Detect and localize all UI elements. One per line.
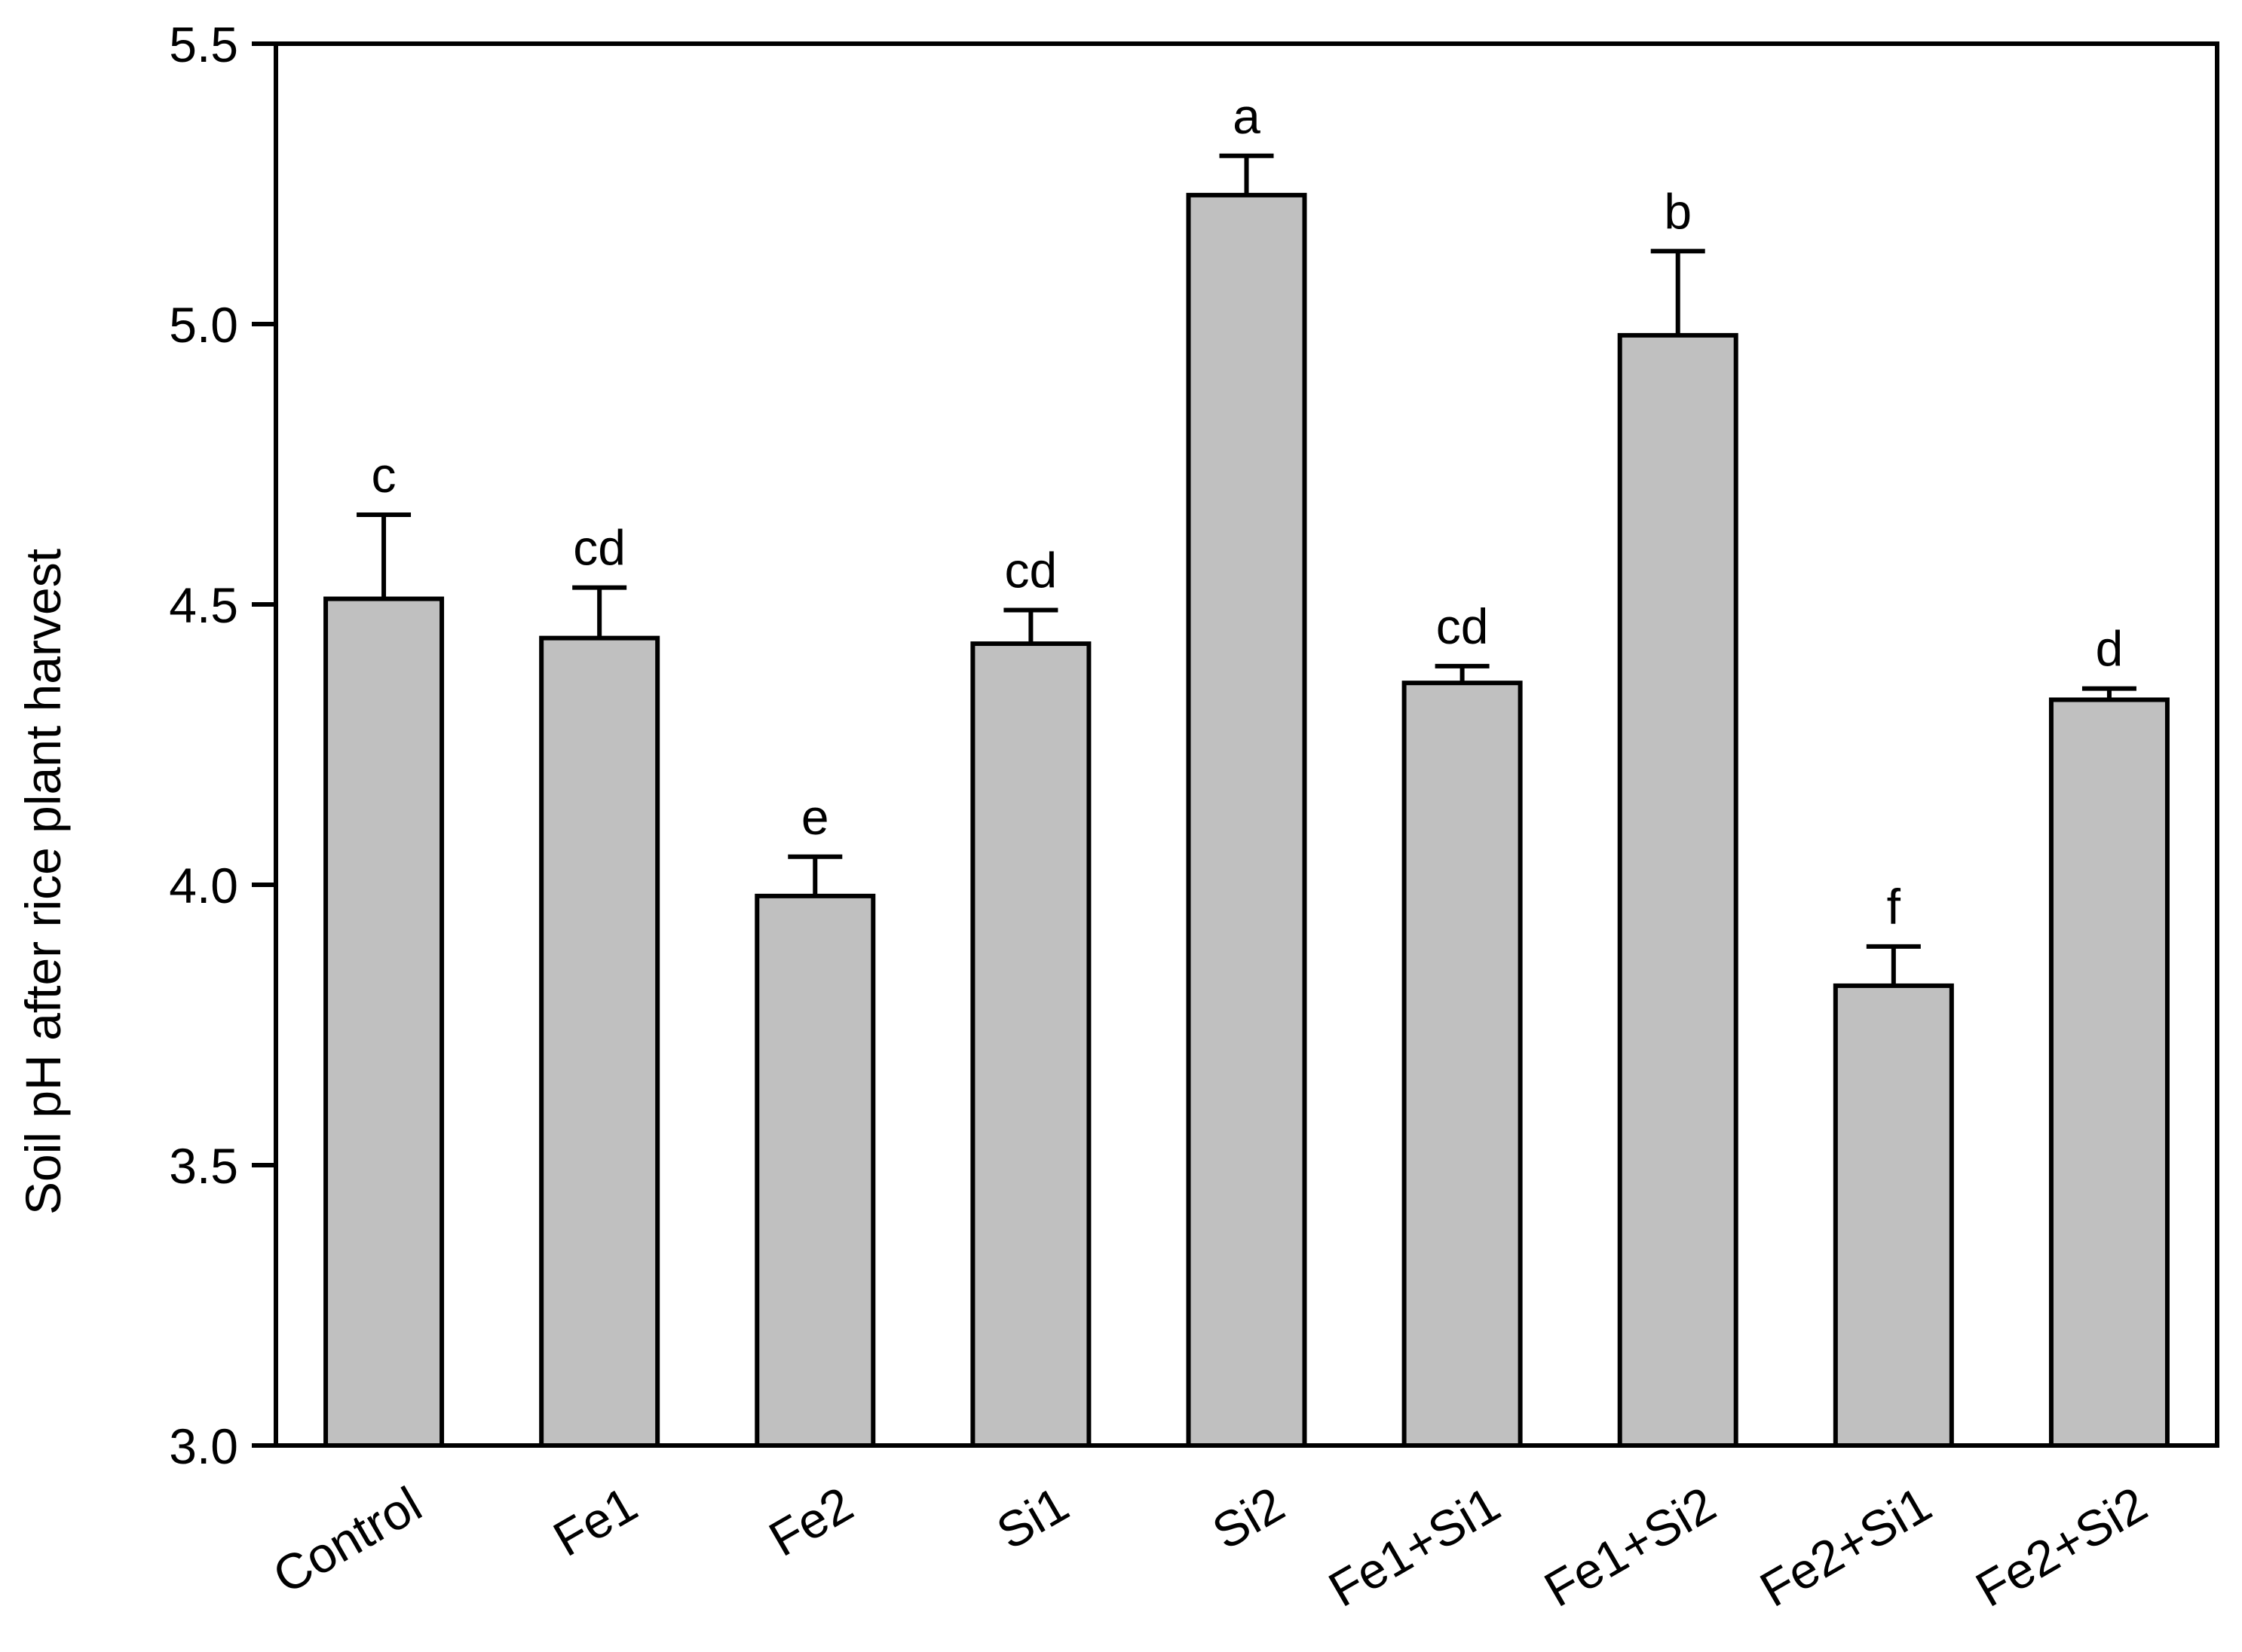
category-label: Fe2 [760,1476,862,1567]
significance-label: d [2096,621,2124,677]
significance-label: c [372,447,397,503]
significance-label: e [801,789,829,845]
category-label: Control [264,1476,430,1604]
significance-label: cd [573,520,626,576]
bar [1401,681,1523,1448]
bar [539,635,660,1448]
category-label: Fe2+Si1 [1750,1476,1940,1617]
category-label: Fe1 [544,1476,646,1567]
category-label: Fe1+Si2 [1535,1476,1724,1617]
bar [1186,192,1307,1448]
significance-label: f [1887,879,1901,935]
y-tick-label: 4.5 [169,577,238,633]
bar [1617,332,1738,1448]
category-label: Si1 [988,1476,1078,1560]
bar [1833,983,1954,1449]
bar [323,596,445,1448]
y-tick-label: 4.0 [169,858,238,913]
category-label: Fe2+Si2 [1966,1476,2155,1617]
plot-frame [274,41,2219,1448]
bar [2048,697,2170,1448]
bar [755,893,876,1448]
category-label: Fe1+Si1 [1319,1476,1508,1617]
y-tick-label: 3.5 [169,1138,238,1194]
y-tick-label: 5.0 [169,297,238,353]
significance-label: cd [1436,598,1489,654]
y-tick-label: 3.0 [169,1418,238,1474]
bar [970,641,1092,1449]
y-axis-title: Soil pH after rice plant harvest [15,549,71,1215]
category-label: Si2 [1203,1476,1294,1560]
significance-label: cd [1005,542,1058,598]
significance-label: b [1664,183,1692,239]
y-tick-label: 5.5 [169,17,238,72]
plot-area: c Control cd Fe1 e Fe2 cd Si1 a Si2 cd Fe1+Si1 b Fe1+… [169,17,2219,1617]
significance-label: a [1233,88,1260,144]
